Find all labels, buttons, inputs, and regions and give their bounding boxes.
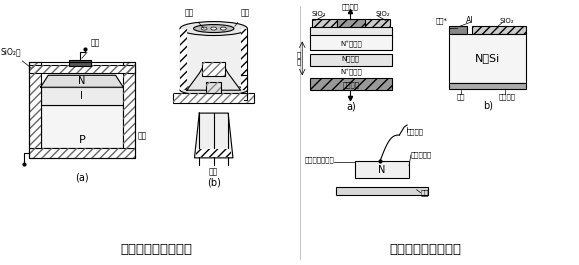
Text: 欧姆接触: 欧姆接触 <box>499 94 516 100</box>
Bar <box>69 60 90 66</box>
Bar <box>206 82 221 93</box>
Bar <box>449 83 526 89</box>
Bar <box>310 54 391 66</box>
Text: 窗口: 窗口 <box>234 9 250 27</box>
Bar <box>202 62 225 76</box>
Polygon shape <box>187 68 241 90</box>
Bar <box>173 93 254 103</box>
Text: 管芯: 管芯 <box>185 9 204 29</box>
Bar <box>29 148 135 158</box>
Text: Al: Al <box>466 16 474 25</box>
Text: 肖特基二极管结构图: 肖特基二极管结构图 <box>389 243 461 256</box>
Bar <box>196 149 231 157</box>
Text: N型Si: N型Si <box>475 53 500 63</box>
Bar <box>310 26 391 38</box>
Text: N: N <box>378 165 386 175</box>
Text: 前极: 前极 <box>82 38 100 58</box>
Text: 快恢复二极管结构图: 快恢复二极管结构图 <box>120 243 192 256</box>
Bar <box>29 148 135 158</box>
Bar <box>123 62 135 148</box>
Text: I: I <box>80 91 83 101</box>
Text: 半导体晶片: 半导体晶片 <box>411 152 432 158</box>
Bar <box>41 105 123 148</box>
Text: (a): (a) <box>75 173 89 183</box>
Bar <box>241 29 247 90</box>
Text: SiO₂: SiO₂ <box>500 17 514 24</box>
Bar <box>310 78 391 90</box>
Text: 阴极金属: 阴极金属 <box>342 81 360 87</box>
Bar <box>310 34 391 50</box>
Text: N⁺外延层: N⁺外延层 <box>340 41 362 48</box>
Bar <box>29 62 41 148</box>
Text: 欧姆性接触电极: 欧姆性接触电极 <box>304 157 334 163</box>
Bar <box>355 161 409 178</box>
Text: P: P <box>79 135 85 145</box>
Ellipse shape <box>221 27 226 30</box>
Text: SiO₂膜: SiO₂膜 <box>1 47 31 68</box>
Bar <box>206 82 221 93</box>
Bar <box>29 65 135 73</box>
Text: 阳极金属: 阳极金属 <box>342 3 359 10</box>
Text: N: N <box>78 76 86 86</box>
Ellipse shape <box>193 25 234 33</box>
Ellipse shape <box>180 85 247 95</box>
Text: 硅
片: 硅 片 <box>296 51 301 65</box>
Text: a): a) <box>346 101 356 111</box>
Bar <box>29 65 135 73</box>
Bar <box>472 25 526 33</box>
Text: 管脚: 管脚 <box>209 167 218 176</box>
Text: 电极: 电极 <box>457 94 465 100</box>
Text: (b): (b) <box>207 178 221 188</box>
Bar <box>449 25 467 33</box>
Text: SiO₂: SiO₂ <box>375 11 390 17</box>
Ellipse shape <box>201 27 207 30</box>
Text: 金属触针: 金属触针 <box>407 129 424 135</box>
Polygon shape <box>195 113 233 158</box>
Text: 电极*: 电极* <box>435 17 448 24</box>
Text: SiO₂: SiO₂ <box>312 11 327 17</box>
Bar <box>449 33 526 83</box>
Bar <box>123 62 135 148</box>
Text: b): b) <box>483 100 493 110</box>
Bar <box>365 19 390 29</box>
Bar <box>202 62 225 76</box>
Ellipse shape <box>211 27 217 30</box>
Bar <box>41 87 123 105</box>
Bar <box>337 19 365 29</box>
Bar <box>180 29 187 90</box>
Bar <box>336 187 428 195</box>
Bar <box>173 93 254 103</box>
Bar <box>29 62 41 148</box>
Bar <box>180 29 247 90</box>
Text: 支架: 支架 <box>420 189 429 196</box>
Ellipse shape <box>180 21 247 36</box>
Text: N型基片: N型基片 <box>342 55 360 62</box>
Text: 后极: 后极 <box>138 131 147 140</box>
Polygon shape <box>41 75 123 87</box>
Text: N⁺阻挡层: N⁺阻挡层 <box>340 69 362 76</box>
Bar <box>312 19 337 29</box>
